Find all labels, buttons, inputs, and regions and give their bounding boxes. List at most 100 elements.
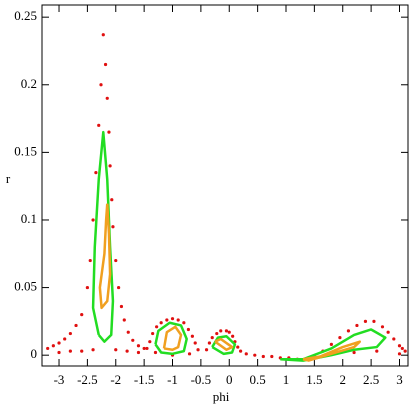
y-axis-label: r [6,171,11,186]
scatter-point [119,304,124,309]
y-tick-label: 0.25 [14,8,37,23]
scatter-point [68,331,72,336]
scatter-point [94,171,98,175]
scatter-point [99,83,103,87]
scatter-point [125,349,129,353]
orbit-line [154,321,188,356]
x-tick-label: -2.5 [77,372,98,387]
scatter-point [105,96,109,100]
scatter-point [231,334,235,338]
scatter-point [131,338,135,342]
x-tick-label: -1 [167,372,178,387]
scatter-point [239,349,243,353]
x-axis-label: phi [213,389,230,404]
scatter-point [397,352,402,356]
orbit-line [211,335,237,356]
scatter-point [122,318,126,322]
scatter-point [372,319,376,323]
orbit-line [214,337,234,352]
scatter-point [338,336,342,340]
scatter-point [151,331,155,336]
orbit-line [162,325,183,352]
scatter-point [244,352,248,356]
scatter-point [375,349,379,353]
plot-frame [41,4,409,367]
scatter-point [207,341,211,345]
scatter-point [74,323,78,328]
scatter-point [80,349,84,353]
y-tick-label: 0.05 [14,279,37,294]
scatter-point [145,346,149,351]
scatter-point [270,354,274,359]
scatter-point [170,317,175,321]
scatter-point [219,329,223,333]
x-tick-label: 0 [226,372,233,387]
scatter-point [386,330,390,334]
scatter-point [227,330,231,334]
scatter-point [397,344,402,348]
scatter-point [110,198,114,202]
scatter-point [204,348,209,352]
scatter-point [68,349,72,353]
scatter-point [159,321,163,325]
orbit-line [91,130,115,343]
scatter-point [148,340,152,344]
x-tick-label: 3 [396,372,403,387]
scatter-point [392,337,396,341]
scatter-point [63,337,67,341]
scatter-point [352,350,356,355]
scatter-point [80,313,84,317]
y-tick-label: 0.1 [21,211,37,226]
scatter-point [346,329,351,333]
scatter-point [108,164,112,168]
scatter-point [176,318,180,322]
scatter-point [186,327,190,332]
scatter-point [91,348,95,352]
scatter-point [190,334,194,338]
scatter-point [236,345,240,349]
x-tick-label: -2 [110,372,121,387]
orbit-line [98,203,112,310]
scatter-point [57,341,61,345]
x-tick-label: 1.5 [306,372,322,387]
scatter-point [182,321,186,325]
x-tick-label: 2.5 [363,372,379,387]
scatter-point [114,348,118,352]
scatter-point [85,285,89,290]
scatter-point [136,350,141,355]
scatter-point [114,258,118,263]
x-tick-label: -3 [54,372,65,387]
x-tick-label: -1.5 [134,372,155,387]
scatter-point [142,346,146,351]
scatter-point [155,325,159,329]
scatter-point [57,350,61,355]
scatter-point [329,342,333,346]
scatter-point [196,348,200,352]
y-tick-label: 0.2 [21,76,37,91]
scatter-point [403,349,407,353]
scatter-point [355,323,359,328]
scatter-point [107,130,111,134]
x-tick-label: 0.5 [250,372,266,387]
scatter-point [261,354,265,359]
scatter-point [153,350,158,355]
scatter-point [88,258,92,263]
scatter-point [126,330,130,334]
scatter-point [136,344,141,348]
x-tick-label: 2 [339,372,346,387]
scatter-point [91,218,95,222]
scatter-point [380,325,385,329]
scatter-point [210,336,214,340]
x-tick-label: 1 [283,372,290,387]
scatter-point [187,352,192,356]
scatter-point [103,62,108,67]
y-tick-label: 0 [31,346,38,361]
scatter-point [111,225,115,229]
x-tick-label: -0.5 [191,372,212,387]
scatter-point [51,344,55,348]
scatter-point [400,346,404,351]
scatter-point [46,346,50,351]
orbit-line [302,340,362,362]
